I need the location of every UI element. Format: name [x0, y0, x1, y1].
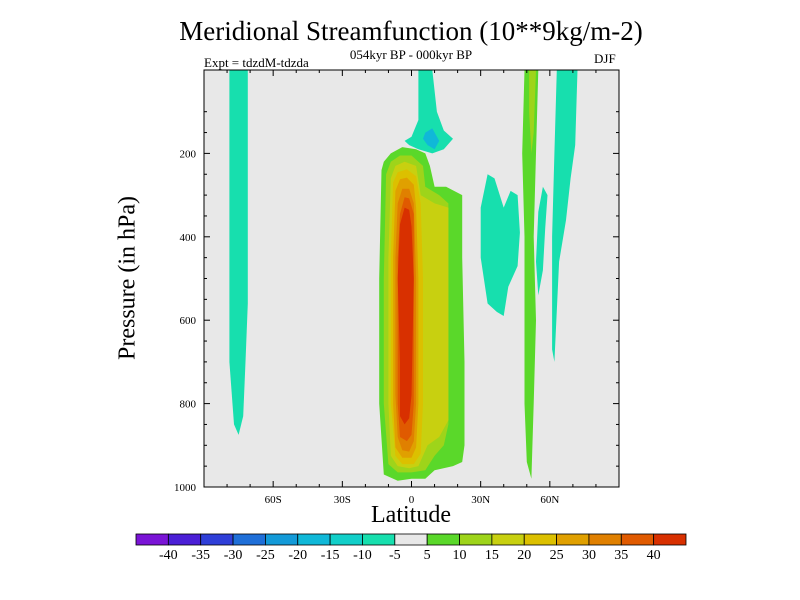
upper-trop-negative-core — [423, 128, 440, 150]
x-tick-label: 30N — [471, 494, 490, 506]
colorbar: -40 -35 -30 -25 -20 -15 -10 -5 5 10 15 20 25 30 35 40 — [135, 533, 687, 563]
x-tick-label: 0 — [409, 494, 415, 506]
y-tick-label: 200 — [180, 148, 197, 160]
colorbar-label: 30 — [582, 548, 596, 563]
chart-title: Meridional Streamfunction (10**9kg/m-2) — [179, 16, 643, 46]
colorbar-swatch — [135, 533, 169, 546]
y-tick-label: 800 — [180, 399, 197, 411]
colorbar-swatch — [459, 533, 493, 546]
axes: 60S 30S 0 30N 60N 200 400 600 800 1000 — [174, 69, 620, 506]
colorbar-swatch — [167, 533, 202, 546]
colorbar-swatch — [265, 533, 299, 546]
colorbar-swatch — [523, 533, 557, 546]
hadley-cell — [397, 207, 414, 425]
colorbar-label: 20 — [517, 548, 531, 563]
contour-fills — [229, 70, 578, 481]
nh-positive-strip — [522, 70, 539, 479]
colorbar-swatch — [491, 533, 525, 546]
colorbar-label: -40 — [159, 548, 178, 563]
season-label: DJF — [594, 51, 616, 66]
colorbar-swatch — [394, 533, 428, 546]
colorbar-swatch — [620, 533, 655, 546]
colorbar-swatch — [426, 533, 460, 546]
x-tick-label: 60N — [540, 494, 559, 506]
colorbar-label: 5 — [424, 548, 431, 563]
x-tick-label: 30S — [334, 494, 351, 506]
x-tick-label: 60S — [265, 494, 282, 506]
colorbar-swatch — [232, 533, 266, 546]
y-tick-label: 600 — [180, 315, 197, 327]
colorbar-label: -25 — [256, 548, 275, 563]
colorbar-label: -15 — [321, 548, 340, 563]
colorbar-swatch — [653, 533, 687, 546]
colorbar-label: -20 — [288, 548, 307, 563]
x-axis-label: Latitude — [371, 502, 451, 528]
colorbar-label: 15 — [485, 548, 499, 563]
y-tick-label: 400 — [180, 232, 197, 244]
colorbar-swatch — [200, 533, 234, 546]
colorbar-label: 40 — [647, 548, 661, 563]
colorbar-swatch — [329, 533, 363, 546]
colorbar-swatch — [297, 533, 331, 546]
colorbar-label: -5 — [389, 548, 401, 563]
upper-trop-negative-tongue — [404, 70, 453, 154]
colorbar-label: 10 — [453, 548, 467, 563]
colorbar-label: -30 — [224, 548, 243, 563]
nh-high-lat-negative-band — [552, 70, 578, 362]
midlat-negative-strip — [536, 186, 548, 296]
plot-area — [204, 70, 619, 487]
experiment-label: Expt = tdzdM-tdzda — [204, 55, 309, 70]
colorbar-label: -35 — [191, 548, 210, 563]
colorbar-swatch — [362, 533, 396, 546]
colorbar-swatch — [588, 533, 622, 546]
colorbar-label: 25 — [550, 548, 564, 563]
colorbar-label: 35 — [614, 548, 628, 563]
nh-positive-strip-inner — [529, 70, 536, 154]
chart-subtitle: 054kyr BP - 000kyr BP — [349, 47, 473, 62]
colorbar-label: -10 — [353, 548, 372, 563]
y-tick-label: 1000 — [174, 482, 197, 494]
subtropical-negative-patch — [480, 174, 520, 316]
sh-high-lat-negative-band — [229, 70, 248, 435]
colorbar-swatch — [556, 533, 590, 546]
